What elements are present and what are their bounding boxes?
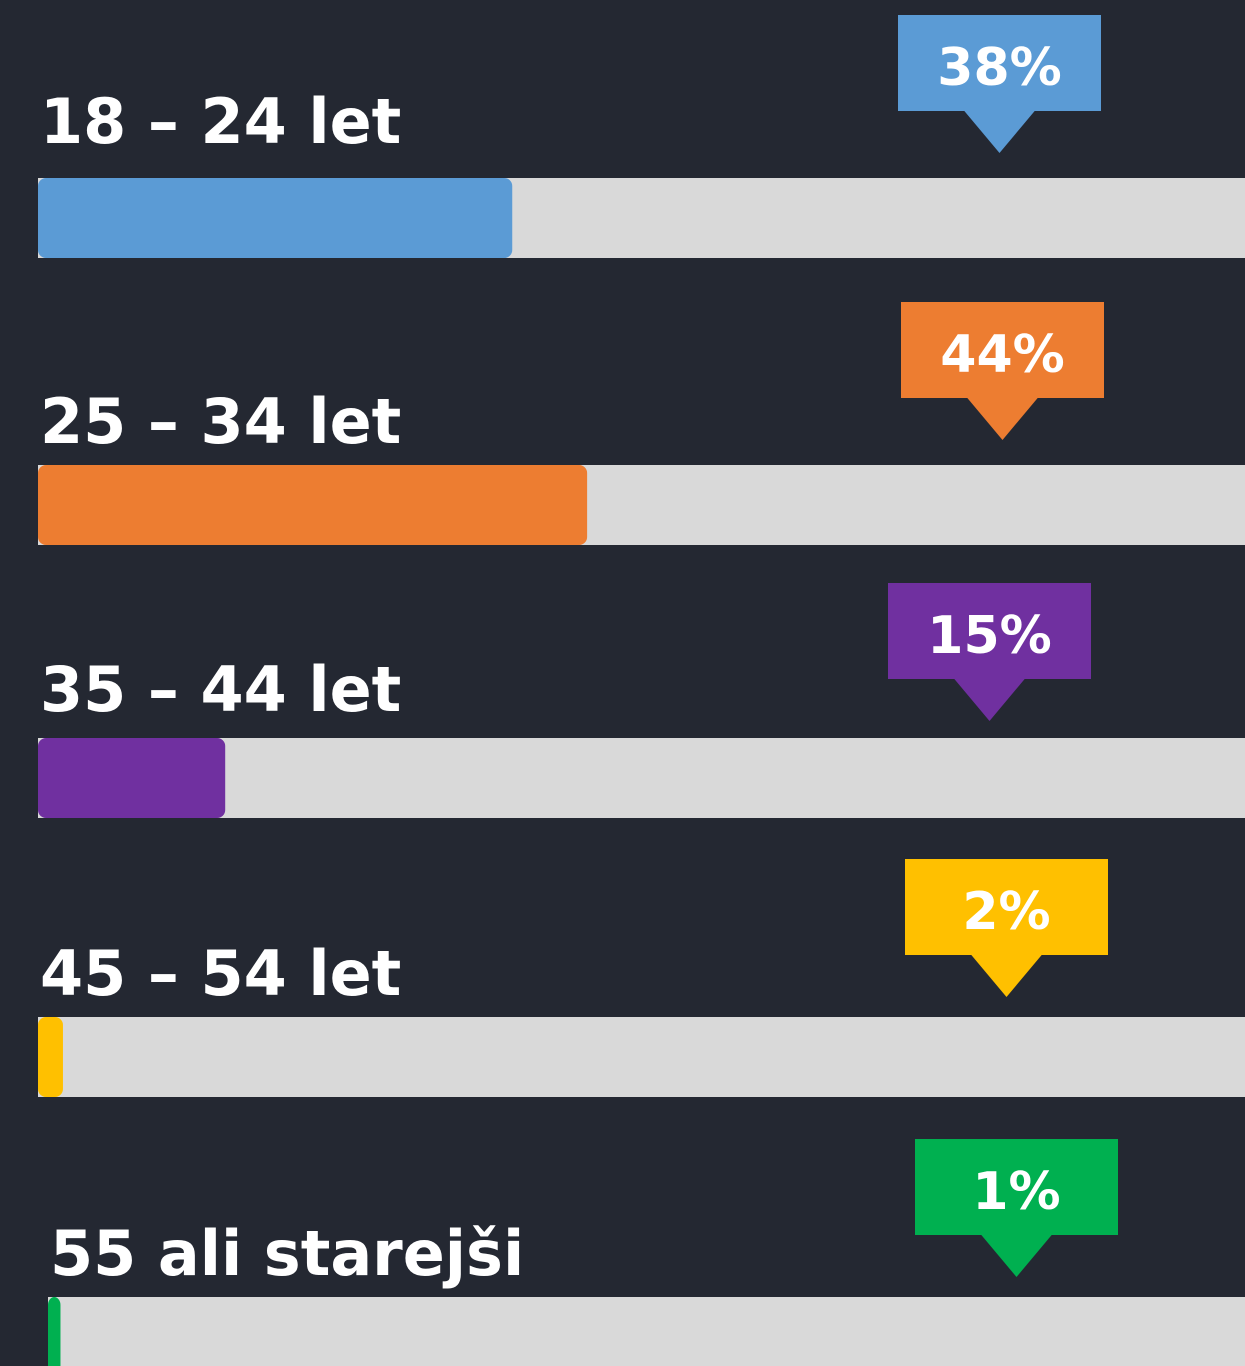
bar <box>38 738 226 818</box>
callout-pointer <box>970 954 1043 997</box>
value-label: 44% <box>940 325 1064 385</box>
callout-pointer <box>953 678 1026 721</box>
value-callout <box>915 1139 1118 1235</box>
bar <box>38 178 513 258</box>
value-callout <box>898 15 1101 111</box>
bar <box>38 465 588 545</box>
value-label: 2% <box>962 882 1050 942</box>
bar <box>38 1017 63 1097</box>
value-label: 1% <box>972 1162 1060 1222</box>
callout-pointer <box>966 397 1039 440</box>
callout-pointer <box>963 110 1036 153</box>
category-label: 18 – 24 let <box>40 85 401 158</box>
bar-track <box>48 1297 1245 1366</box>
value-callout <box>905 859 1108 955</box>
value-callout <box>888 583 1091 679</box>
value-label: 38% <box>937 38 1061 98</box>
category-label: 55 ali starejši <box>50 1217 524 1290</box>
category-label: 25 – 34 let <box>40 385 401 458</box>
category-label: 35 – 44 let <box>40 653 401 726</box>
value-callout <box>901 302 1104 398</box>
value-label: 15% <box>927 606 1051 666</box>
category-label: 45 – 54 let <box>40 937 401 1010</box>
bar <box>48 1297 61 1366</box>
bar-track <box>38 1017 1245 1097</box>
callout-pointer <box>980 1234 1053 1277</box>
bar-track <box>38 738 1245 818</box>
